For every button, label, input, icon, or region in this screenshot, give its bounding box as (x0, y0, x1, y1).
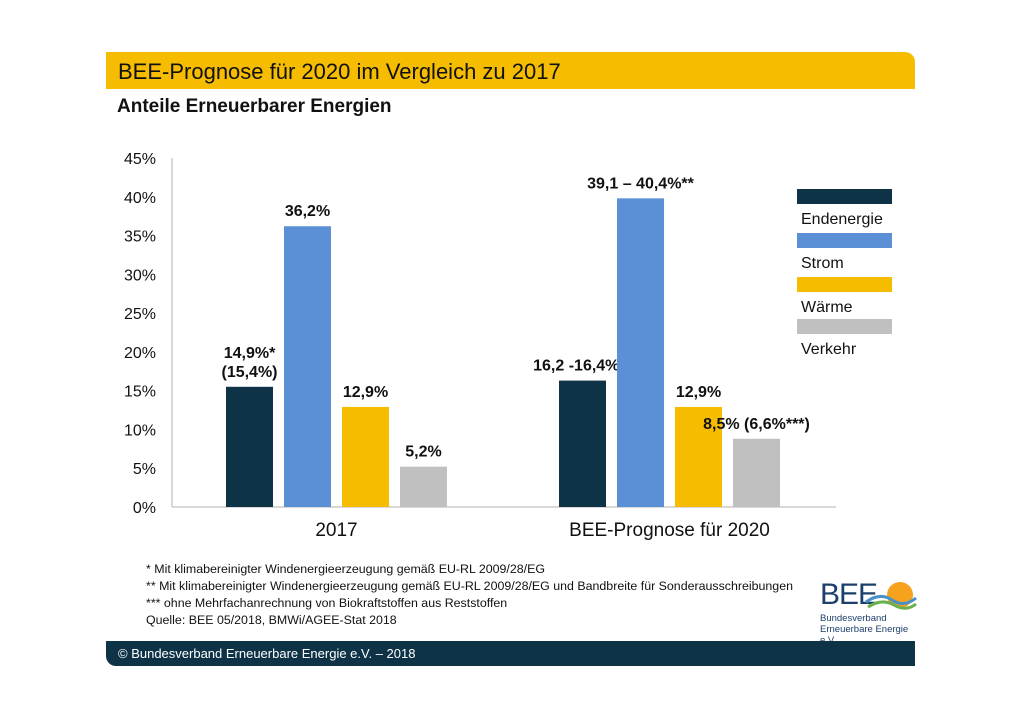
legend-label-verkehr: Verkehr (801, 341, 857, 358)
legend-swatch-strom (797, 233, 892, 248)
footnote-1: * Mit klimabereinigter Windenergieerzeug… (146, 562, 545, 576)
data-label: 39,1 – 40,4%** (587, 175, 695, 192)
footnote-3: *** ohne Mehrfachanrechnung von Biokraft… (146, 596, 508, 610)
legend-swatch-verkehr (797, 319, 892, 334)
bar-verkehr (733, 438, 780, 507)
y-tick-label: 15% (124, 384, 156, 401)
source-note: Quelle: BEE 05/2018, BMWi/AGEE-Stat 2018 (146, 613, 397, 627)
y-tick-label: 0% (133, 500, 156, 517)
y-tick-label: 45% (124, 151, 156, 168)
bee-logo: BEE Bundesverband Erneuerbare Energie e.… (816, 578, 918, 646)
bar-strom (284, 226, 331, 507)
bar-endenergie (226, 386, 273, 507)
legend-swatch-wärme (797, 277, 892, 292)
data-label: 8,5% (6,6%***) (703, 416, 810, 433)
chart-subtitle: Anteile Erneuerbarer Energien (117, 96, 392, 117)
y-tick-label: 10% (124, 422, 156, 439)
bar-strom (617, 198, 664, 507)
copyright: © Bundesverband Erneuerbare Energie e.V.… (118, 646, 416, 661)
legend-label-strom: Strom (801, 255, 844, 272)
y-tick-label: 5% (133, 461, 156, 478)
legend-swatch-endenergie (797, 189, 892, 204)
data-label: 36,2% (285, 203, 330, 220)
y-tick-label: 40% (124, 190, 156, 207)
y-tick-label: 35% (124, 229, 156, 246)
footnotes: * Mit klimabereinigter Windenergieerzeug… (146, 561, 793, 629)
logo-line-2: Erneuerbare Energie e.V. (820, 624, 909, 646)
legend-label-wärme: Wärme (801, 299, 853, 316)
legend-label-endenergie: Endenergie (801, 211, 883, 228)
data-label: 12,9% (343, 384, 388, 401)
data-label: 12,9% (676, 384, 721, 401)
sun-wave-logo-icon (865, 582, 917, 610)
y-tick-label: 30% (124, 267, 156, 284)
logo-line-1: Bundesverband (820, 613, 887, 624)
x-category-label: BEE-Prognose für 2020 (569, 520, 770, 541)
footer-bar: © Bundesverband Erneuerbare Energie e.V.… (106, 641, 915, 666)
bar-endenergie (559, 380, 606, 507)
bar-verkehr (400, 466, 447, 507)
y-tick-label: 25% (124, 306, 156, 323)
footnote-2: ** Mit klimabereinigter Windenergieerzeu… (146, 579, 793, 593)
y-tick-label: 20% (124, 345, 156, 362)
data-label: 14,9%* (15,4%) (221, 345, 277, 381)
bar-wärme (675, 406, 722, 507)
page-title: BEE-Prognose für 2020 im Vergleich zu 20… (118, 59, 561, 84)
x-category-label: 2017 (315, 520, 357, 541)
title-bar: BEE-Prognose für 2020 im Vergleich zu 20… (106, 52, 915, 89)
data-label: 16,2 -16,4%** (533, 358, 633, 375)
data-label: 5,2% (405, 444, 441, 461)
bar-wärme (342, 406, 389, 507)
